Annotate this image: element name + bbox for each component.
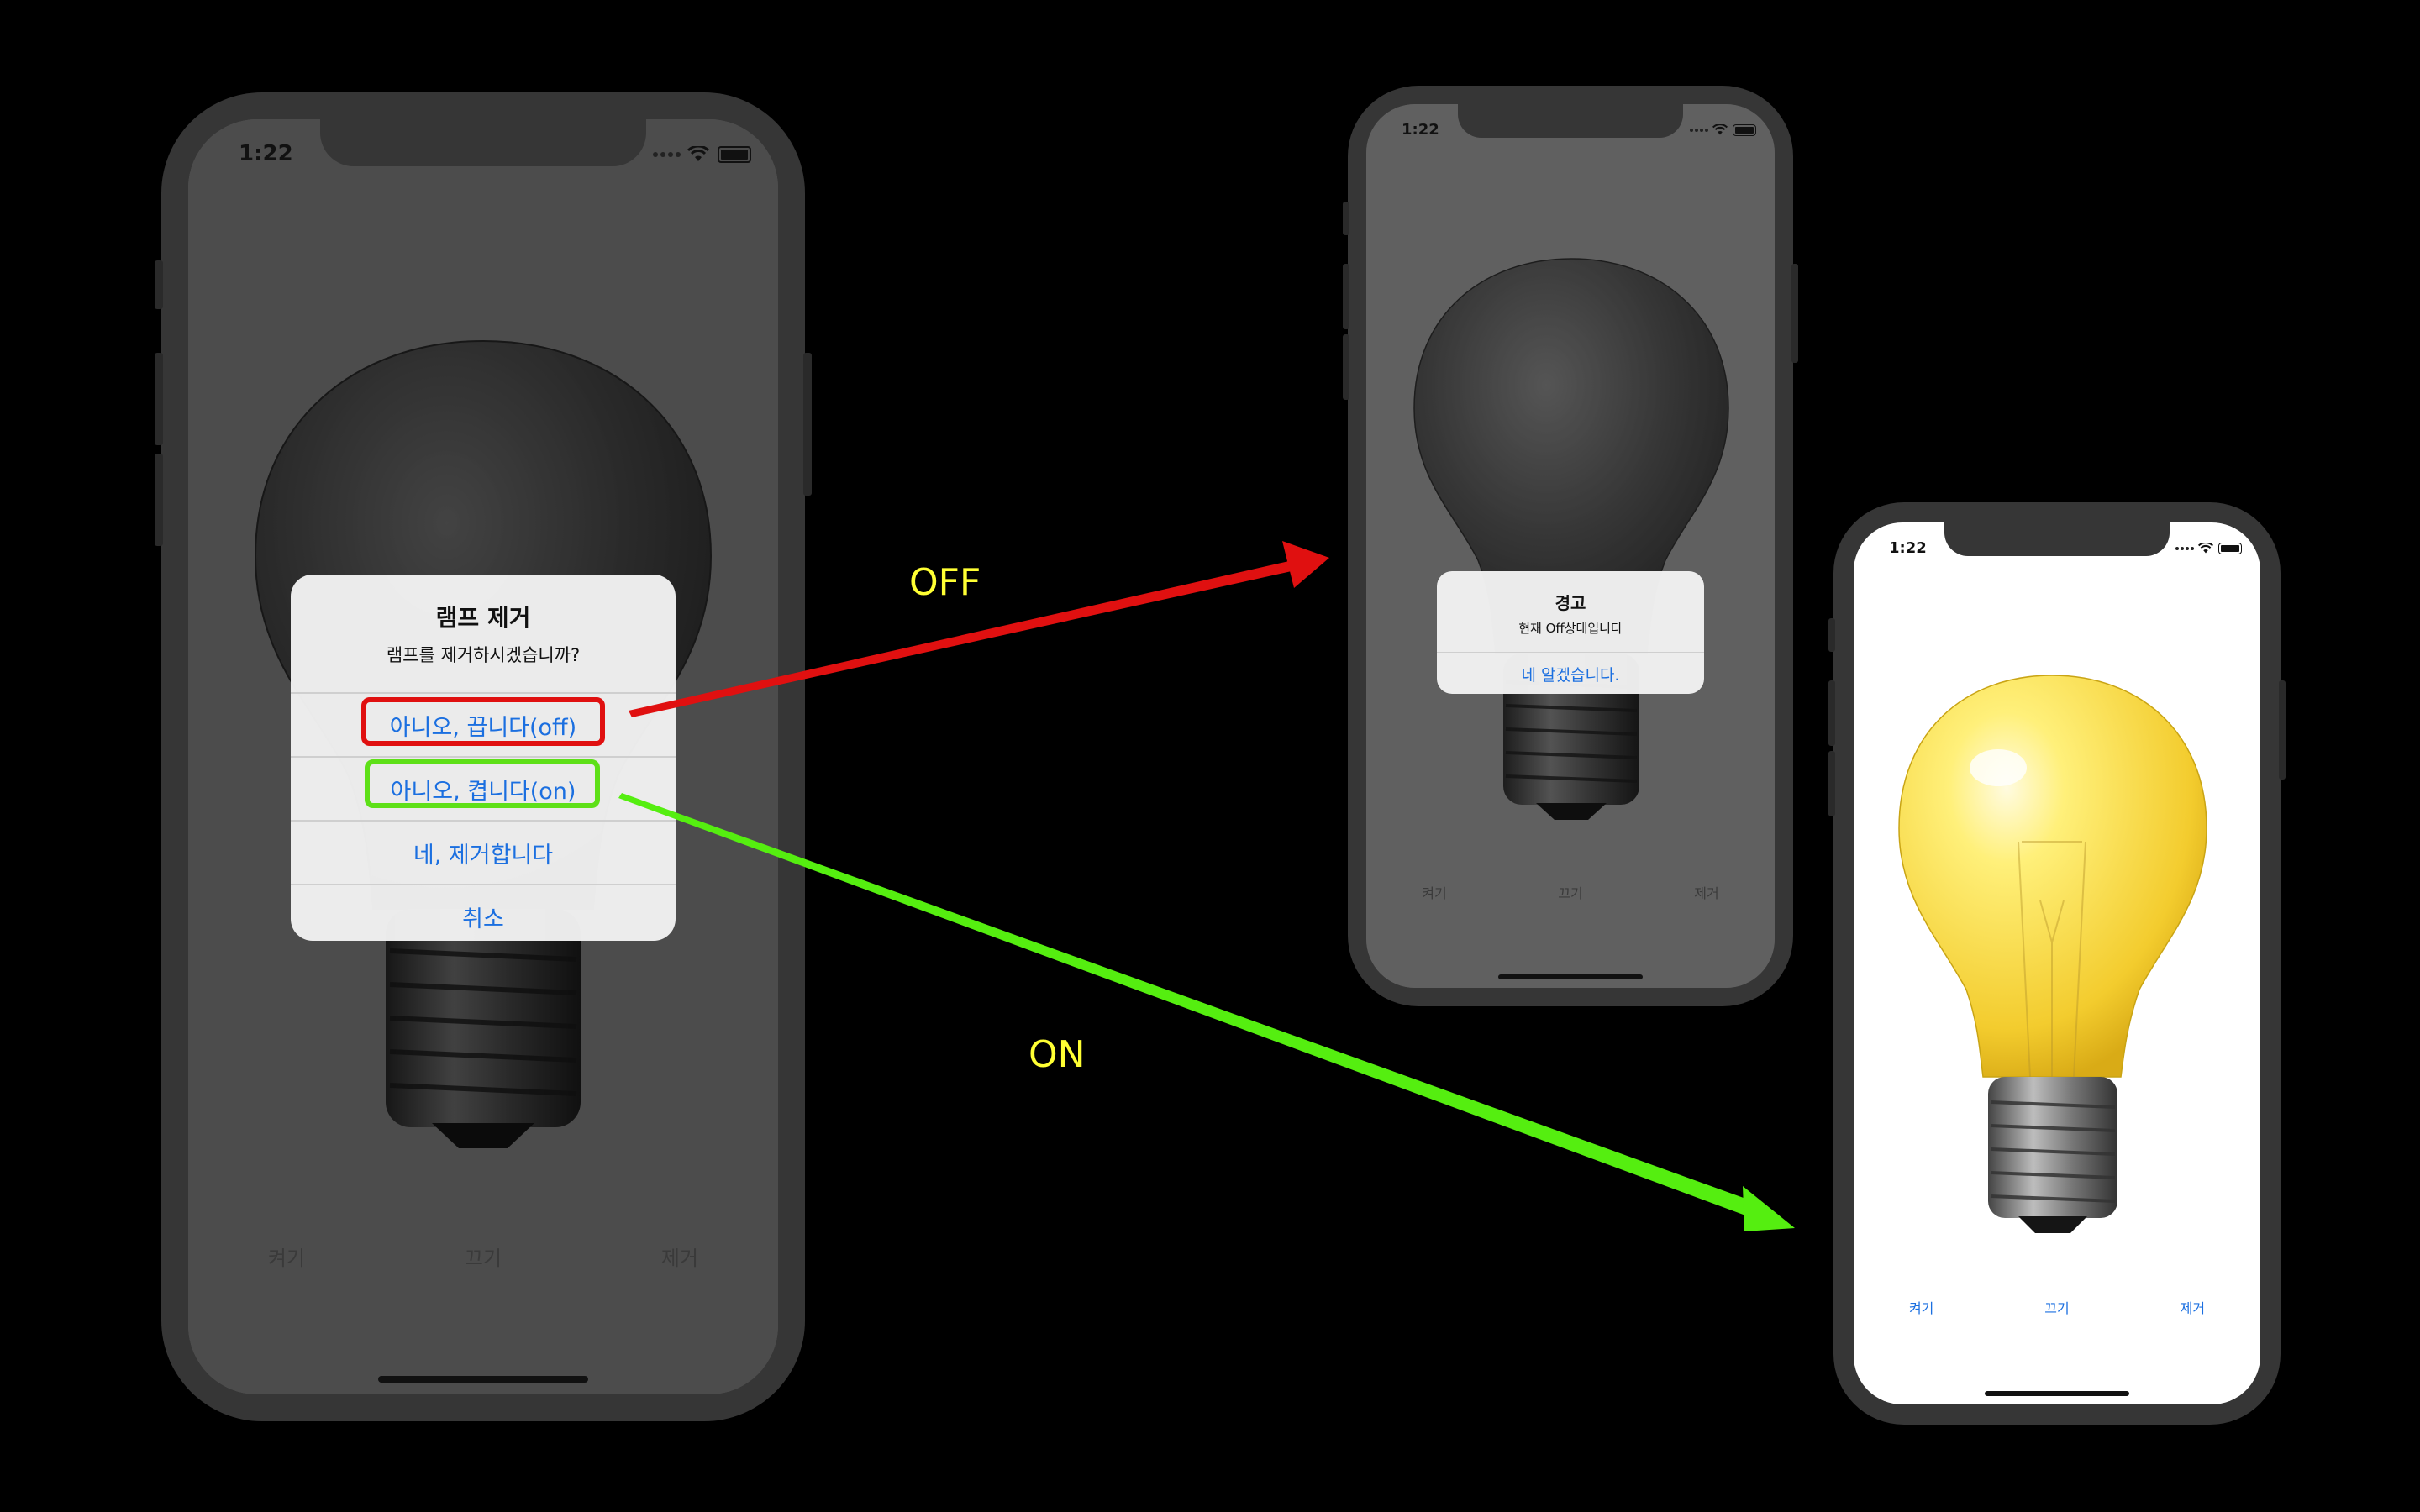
wifi-icon [1712, 124, 1728, 135]
toolbar: 켜기 끄기 제거 [1854, 1297, 2260, 1317]
alert-action-cancel-label: 취소 [462, 906, 504, 932]
toolbar-remove-button[interactable]: 제거 [1694, 885, 1719, 901]
toolbar-off-button[interactable]: 끄기 [1558, 885, 1583, 901]
battery-icon [2218, 543, 2242, 554]
status-icons [1690, 124, 1756, 136]
toolbar-on-button[interactable]: 켜기 [1908, 1300, 1934, 1316]
on-highlight-box [365, 759, 600, 808]
signal-dots-icon [2175, 547, 2194, 550]
toolbar-off-button[interactable]: 끄기 [2044, 1300, 2070, 1316]
alert-dimmer [1366, 104, 1775, 988]
status-icons [653, 146, 751, 163]
battery-icon [1733, 124, 1756, 136]
light-bulb-on [1898, 675, 2207, 1233]
home-indicator [1498, 974, 1643, 979]
alert-message: 현재 Off상태입니다 [1518, 621, 1623, 636]
alert-title: 경고 [1555, 593, 1586, 613]
off-annotation-label: OFF [909, 561, 981, 604]
remove-lamp-alert: 램프 제거 램프를 제거하시겠습니까? 아니오, 끕니다(off) 아니오, 켭… [291, 575, 676, 941]
toolbar: 켜기 끄기 제거 [1366, 882, 1775, 902]
wifi-icon [2198, 543, 2213, 554]
phone-middle-screen: 1:22 켜기 끄기 제거 경고 현재 Off상태입니다 네 알겠습니다. [1366, 104, 1775, 988]
alert-action-off-label: 아니오, 끕니다(off) [389, 714, 577, 741]
alert-action-off[interactable]: 아니오, 끕니다(off) [291, 692, 676, 756]
toolbar-on-button[interactable]: 켜기 [1422, 885, 1447, 901]
status-icons [2175, 543, 2242, 554]
alert-action-cancel[interactable]: 취소 [291, 884, 676, 941]
status-time: 1:22 [1889, 539, 1927, 557]
alert-action-confirm[interactable]: 네 알겠습니다. [1437, 652, 1704, 694]
on-annotation-label: ON [1028, 1033, 1086, 1076]
phone-left-screen: 1:22 켜기 끄기 제거 램프 제거 램프를 제거하시겠습니까? 아니오, 끕… [188, 119, 778, 1394]
alert-action-on[interactable]: 아니오, 켭니다(on) [291, 756, 676, 820]
alert-action-confirm-label: 네 알겠습니다. [1521, 665, 1620, 685]
toolbar-off-button[interactable]: 끄기 [464, 1247, 502, 1270]
phone-left: 1:22 켜기 끄기 제거 램프 제거 램프를 제거하시겠습니까? 아니오, 끕… [155, 92, 812, 1421]
toolbar: 켜기 끄기 제거 [188, 1242, 778, 1271]
status-time: 1:22 [1402, 121, 1439, 139]
phone-right-screen: 1:22 켜기 끄기 제거 [1854, 522, 2260, 1404]
alert-title: 램프 제거 [435, 604, 531, 632]
wifi-icon [687, 146, 709, 161]
signal-dots-icon [653, 152, 681, 157]
toolbar-on-button[interactable]: 켜기 [267, 1247, 306, 1270]
alert-message: 램프를 제거하시겠습니까? [386, 645, 581, 665]
phone-right: 1:22 켜기 끄기 제거 [1828, 502, 2286, 1425]
home-indicator [1985, 1391, 2129, 1396]
off-highlight-box [361, 697, 605, 746]
toolbar-remove-button[interactable]: 제거 [660, 1247, 699, 1270]
notch [1458, 104, 1683, 138]
alert-action-remove-label: 네, 제거합니다 [413, 842, 554, 869]
notch [1944, 522, 2170, 556]
alert-action-remove[interactable]: 네, 제거합니다 [291, 820, 676, 884]
alert-action-on-label: 아니오, 켭니다(on) [390, 778, 576, 805]
warning-alert: 경고 현재 Off상태입니다 네 알겠습니다. [1437, 571, 1704, 694]
notch [320, 119, 646, 166]
toolbar-remove-button[interactable]: 제거 [2180, 1300, 2206, 1316]
phone-middle: 1:22 켜기 끄기 제거 경고 현재 Off상태입니다 네 알겠습니다. [1343, 86, 1798, 1006]
home-indicator [378, 1376, 588, 1383]
battery-icon [718, 146, 751, 163]
signal-dots-icon [1690, 129, 1708, 132]
status-time: 1:22 [239, 141, 293, 166]
